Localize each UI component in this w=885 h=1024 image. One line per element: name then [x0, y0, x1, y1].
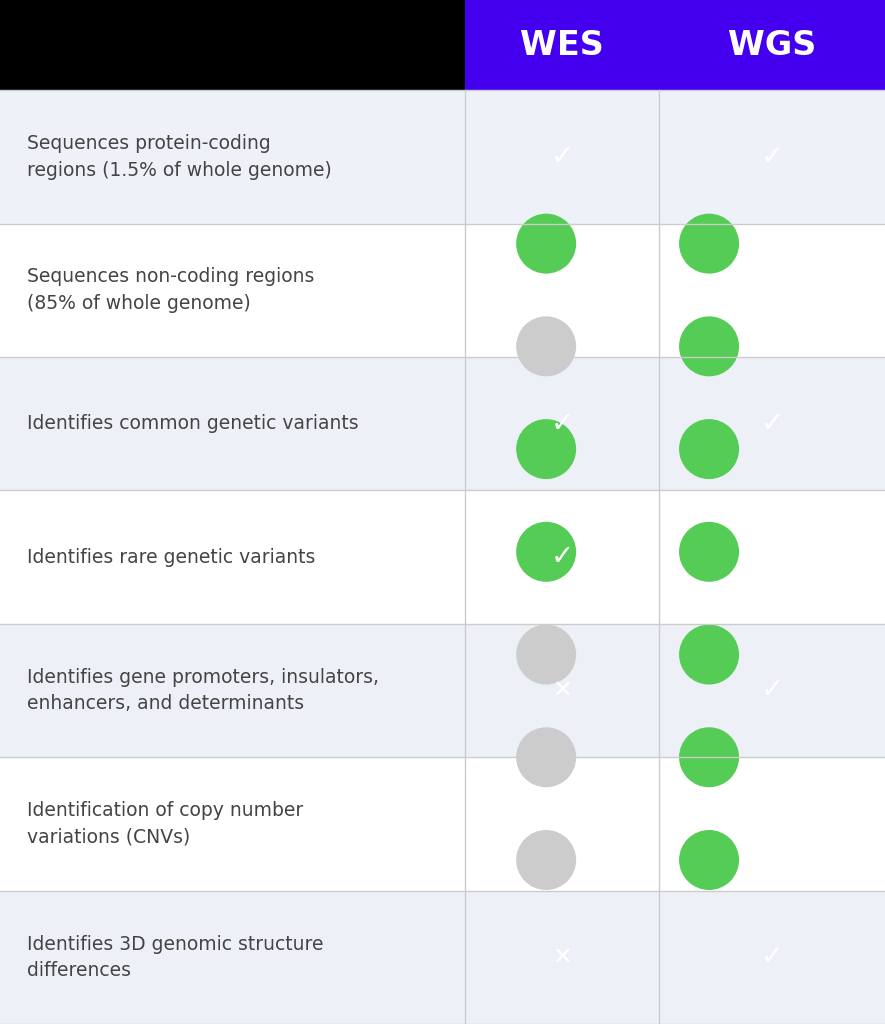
Ellipse shape [679, 830, 739, 890]
Text: WES: WES [520, 29, 604, 61]
Text: Identifies gene promoters, insulators,
enhancers, and determinants: Identifies gene promoters, insulators, e… [27, 668, 379, 714]
Text: ✓: ✓ [550, 410, 573, 437]
Bar [0, 90, 885, 223]
Text: ✓: ✓ [550, 543, 573, 571]
Bar [0, 757, 885, 891]
Text: Sequences non-coding regions
(85% of whole genome): Sequences non-coding regions (85% of who… [27, 267, 314, 313]
Bar [0, 223, 885, 357]
Text: ✓: ✓ [760, 276, 784, 304]
Bar [659, 0, 885, 90]
Text: ✓: ✓ [760, 810, 784, 838]
Bar [0, 891, 885, 1024]
Bar [0, 0, 465, 90]
Bar [465, 0, 659, 90]
Ellipse shape [516, 727, 576, 787]
Ellipse shape [679, 214, 739, 273]
Ellipse shape [516, 316, 576, 377]
Bar [0, 490, 885, 624]
Text: ✕: ✕ [552, 679, 572, 702]
Ellipse shape [679, 522, 739, 582]
Text: ✓: ✓ [760, 142, 784, 171]
Text: ✕: ✕ [552, 945, 572, 970]
Ellipse shape [679, 625, 739, 684]
Text: Identifies 3D genomic structure
differences: Identifies 3D genomic structure differen… [27, 935, 323, 980]
Text: WGS: WGS [728, 29, 816, 61]
Bar [0, 357, 885, 490]
Text: ✕: ✕ [552, 279, 572, 302]
Ellipse shape [516, 522, 576, 582]
Ellipse shape [516, 830, 576, 890]
Text: ✓: ✓ [760, 543, 784, 571]
Ellipse shape [679, 419, 739, 479]
Text: ✕: ✕ [552, 812, 572, 836]
Ellipse shape [516, 214, 576, 273]
Text: Sequences protein-coding
regions (1.5% of whole genome): Sequences protein-coding regions (1.5% o… [27, 134, 331, 179]
Ellipse shape [516, 419, 576, 479]
Text: Identifies rare genetic variants: Identifies rare genetic variants [27, 548, 315, 566]
Text: ✓: ✓ [760, 943, 784, 972]
Text: ✓: ✓ [550, 142, 573, 171]
Text: ✓: ✓ [760, 677, 784, 705]
Bar [0, 624, 885, 757]
Ellipse shape [679, 727, 739, 787]
Text: ✓: ✓ [760, 410, 784, 437]
Ellipse shape [516, 625, 576, 684]
Text: Identifies common genetic variants: Identifies common genetic variants [27, 414, 358, 433]
Text: Identification of copy number
variations (CNVs): Identification of copy number variations… [27, 801, 303, 847]
Ellipse shape [679, 316, 739, 377]
